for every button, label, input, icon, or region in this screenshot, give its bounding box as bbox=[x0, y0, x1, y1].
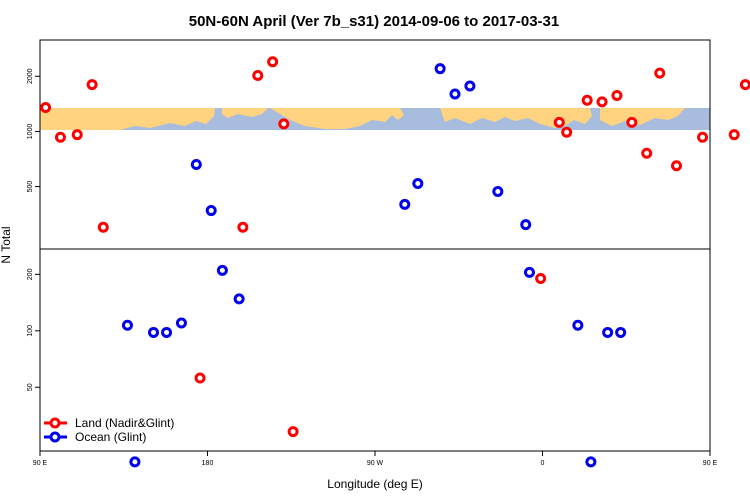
map-land-asia bbox=[40, 108, 215, 130]
plot-border bbox=[39, 39, 711, 452]
x-tick-label: 0 bbox=[541, 460, 545, 467]
ocean-data-point bbox=[572, 319, 584, 331]
world-map-strip bbox=[40, 108, 710, 130]
land-data-point bbox=[739, 79, 750, 91]
legend-land-marker bbox=[49, 417, 61, 429]
ocean-data-point bbox=[161, 326, 173, 338]
x-tick-label: 90 E bbox=[703, 460, 718, 467]
land-data-point bbox=[671, 160, 682, 172]
ocean-data-point bbox=[523, 266, 535, 278]
upper-y-axis-ticks: 500 1000 2000 bbox=[27, 68, 40, 192]
land-data-point bbox=[611, 90, 623, 102]
ocean-data-point bbox=[190, 158, 202, 170]
land-data-point bbox=[561, 126, 573, 138]
ocean-data-point bbox=[399, 198, 411, 210]
land-data-point bbox=[252, 69, 264, 81]
ocean-data-point bbox=[216, 264, 228, 276]
land-data-point bbox=[535, 273, 547, 285]
y-tick-label: 100 bbox=[27, 325, 34, 337]
x-tick-label: 180 bbox=[202, 460, 214, 467]
ocean-data-point bbox=[412, 177, 424, 189]
ocean-data-point bbox=[615, 326, 627, 338]
y-axis-title: N Total bbox=[0, 226, 13, 263]
land-data-point bbox=[697, 131, 709, 143]
legend-land-label: Land (Nadir&Glint) bbox=[75, 416, 174, 430]
ocean-data-point bbox=[464, 80, 476, 92]
ocean-data-point bbox=[449, 88, 461, 100]
y-tick-label: 1000 bbox=[27, 124, 34, 140]
ocean-data-point bbox=[602, 326, 614, 338]
land-data-point bbox=[278, 118, 290, 130]
land-data-point bbox=[267, 56, 279, 68]
legend: Land (Nadir&Glint) Ocean (Glint) bbox=[44, 416, 174, 444]
plot-frame bbox=[39, 39, 711, 452]
x-axis-ticks: 90 E 180 90 W 0 90 E bbox=[33, 451, 718, 467]
land-data-point bbox=[596, 96, 608, 108]
y-tick-label: 2000 bbox=[27, 68, 34, 84]
legend-ocean-label: Ocean (Glint) bbox=[75, 430, 146, 444]
land-data-point bbox=[654, 67, 666, 79]
lower-y-axis-ticks: 50 100 200 bbox=[27, 268, 40, 391]
x-tick-label: 90 E bbox=[33, 460, 48, 467]
land-data-point bbox=[553, 116, 565, 128]
y-tick-label: 50 bbox=[27, 383, 34, 391]
land-data-point bbox=[54, 131, 66, 143]
land-data-point bbox=[728, 129, 740, 141]
legend-ocean-marker bbox=[49, 431, 61, 443]
land-data-point bbox=[237, 221, 249, 233]
y-tick-label: 500 bbox=[27, 181, 34, 193]
ocean-data-point bbox=[121, 319, 133, 331]
land-data-point bbox=[86, 79, 98, 91]
ocean-data-point bbox=[129, 456, 141, 468]
chart-title: 50N-60N April (Ver 7b_s31) 2014-09-06 to… bbox=[189, 13, 559, 30]
x-axis-title: Longitude (deg E) bbox=[327, 477, 422, 491]
land-data-point bbox=[71, 129, 83, 141]
land-data-point bbox=[641, 147, 653, 159]
map-land-far-east bbox=[600, 108, 685, 126]
land-data-point bbox=[581, 94, 593, 106]
land-data-point bbox=[40, 102, 52, 114]
ocean-data-point bbox=[434, 63, 446, 75]
ocean-data-point bbox=[492, 186, 504, 198]
map-land-east-asia bbox=[222, 108, 268, 118]
ocean-data-point bbox=[520, 219, 532, 231]
ocean-data-point bbox=[233, 293, 245, 305]
land-data-point bbox=[287, 426, 299, 438]
ocean-data-point bbox=[148, 326, 160, 338]
land-data-point bbox=[626, 116, 638, 128]
ocean-data-point bbox=[175, 317, 187, 329]
data-points bbox=[40, 56, 750, 468]
map-land-north-america bbox=[270, 108, 404, 129]
land-data-point bbox=[97, 221, 109, 233]
ocean-data-point bbox=[585, 456, 597, 468]
y-tick-label: 200 bbox=[27, 268, 34, 280]
land-data-point bbox=[194, 372, 206, 384]
ocean-data-point bbox=[205, 205, 217, 217]
x-tick-label: 90 W bbox=[367, 460, 384, 467]
